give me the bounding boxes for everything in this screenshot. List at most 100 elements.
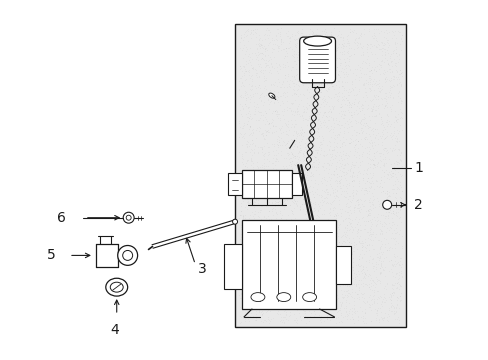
Point xyxy=(343,222,350,228)
Point xyxy=(279,79,287,85)
Point xyxy=(338,299,346,305)
Point xyxy=(276,271,284,277)
Point xyxy=(242,44,249,50)
Point xyxy=(257,260,265,266)
Point xyxy=(379,162,387,167)
Point xyxy=(353,202,361,208)
Point xyxy=(390,114,398,120)
Point xyxy=(305,203,313,208)
Point xyxy=(326,48,334,54)
Point xyxy=(320,160,327,166)
Point xyxy=(327,77,335,82)
Point xyxy=(278,300,285,305)
Point xyxy=(331,254,339,260)
Point xyxy=(282,165,290,171)
Point xyxy=(245,123,253,129)
Point xyxy=(346,29,353,35)
Point xyxy=(336,287,344,292)
Point xyxy=(296,145,304,151)
Point xyxy=(354,75,362,80)
Point xyxy=(291,248,299,254)
Point xyxy=(363,175,371,181)
Point xyxy=(369,66,377,72)
Point xyxy=(376,228,384,233)
Point xyxy=(348,87,356,93)
Point xyxy=(333,78,341,84)
Point xyxy=(265,260,273,265)
Point xyxy=(315,143,323,148)
Point xyxy=(251,298,259,304)
Point xyxy=(325,108,332,114)
Point xyxy=(311,220,319,225)
Point xyxy=(246,130,254,136)
Point xyxy=(242,258,250,264)
Point xyxy=(248,231,256,237)
Point xyxy=(359,58,366,64)
Point xyxy=(279,204,287,210)
Point xyxy=(359,105,366,111)
Point xyxy=(335,305,343,310)
Point xyxy=(289,176,297,182)
Point xyxy=(251,111,259,117)
Point xyxy=(249,166,257,172)
Point xyxy=(307,164,315,170)
Point xyxy=(395,298,403,303)
Point xyxy=(313,130,321,135)
Point xyxy=(393,146,401,152)
Point xyxy=(392,213,400,219)
Point xyxy=(306,150,314,156)
Point xyxy=(325,310,332,315)
Point xyxy=(251,235,259,241)
Point xyxy=(287,166,295,172)
Point xyxy=(289,91,297,97)
Point xyxy=(355,271,363,277)
Point xyxy=(245,72,253,78)
Point xyxy=(257,131,265,136)
Point xyxy=(363,65,370,71)
Point xyxy=(235,149,243,155)
Point xyxy=(259,182,266,188)
Point xyxy=(305,116,313,121)
Point xyxy=(278,176,286,182)
Point xyxy=(347,162,355,167)
Point xyxy=(347,311,355,317)
Point xyxy=(324,117,331,122)
Point xyxy=(290,269,298,274)
Point xyxy=(271,292,279,298)
Point xyxy=(337,242,345,248)
Point xyxy=(309,184,317,190)
Point xyxy=(335,144,343,150)
Point xyxy=(380,145,388,151)
Point xyxy=(376,212,384,217)
Point xyxy=(299,49,307,55)
Point xyxy=(283,261,291,266)
Point xyxy=(246,35,254,41)
Point xyxy=(344,197,351,202)
Point xyxy=(363,212,371,217)
Point xyxy=(347,314,355,320)
Point xyxy=(391,35,399,41)
Point xyxy=(292,122,300,127)
Point xyxy=(237,35,244,41)
Point xyxy=(275,111,283,116)
Point xyxy=(302,32,309,37)
Point xyxy=(238,103,246,109)
Point xyxy=(268,221,276,227)
Point xyxy=(386,94,393,100)
Point xyxy=(237,203,244,209)
Point xyxy=(362,213,370,219)
Point xyxy=(253,200,261,206)
Point xyxy=(238,135,245,140)
Point xyxy=(369,92,377,98)
Point xyxy=(370,306,378,311)
Point xyxy=(289,311,297,317)
Point xyxy=(251,35,259,40)
Point xyxy=(357,107,365,113)
Point xyxy=(242,184,250,190)
Point xyxy=(260,136,268,141)
Point xyxy=(284,45,291,51)
Point xyxy=(344,40,351,46)
Point xyxy=(271,147,279,153)
Point xyxy=(328,38,336,44)
Point xyxy=(345,219,353,225)
